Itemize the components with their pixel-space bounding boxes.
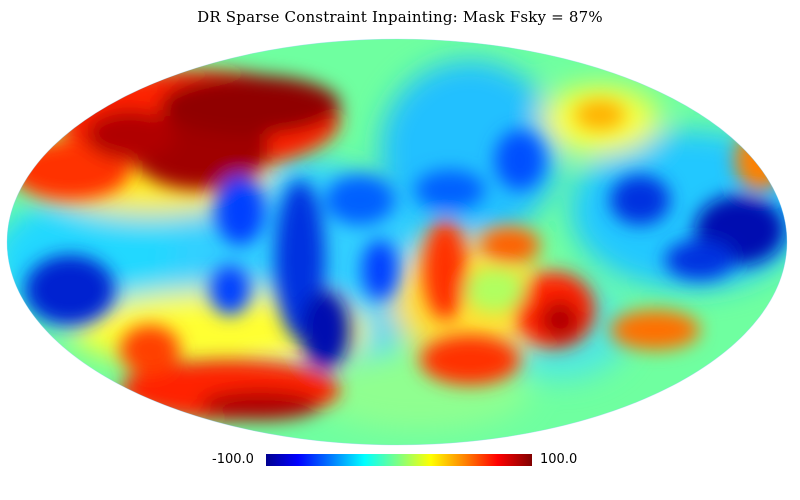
- colorbar: [266, 454, 532, 466]
- colorbar-max-label: 100.0: [540, 452, 578, 467]
- map-title: DR Sparse Constraint Inpainting: Mask Fs…: [197, 8, 603, 26]
- colorbar-min-label: -100.0: [212, 452, 254, 467]
